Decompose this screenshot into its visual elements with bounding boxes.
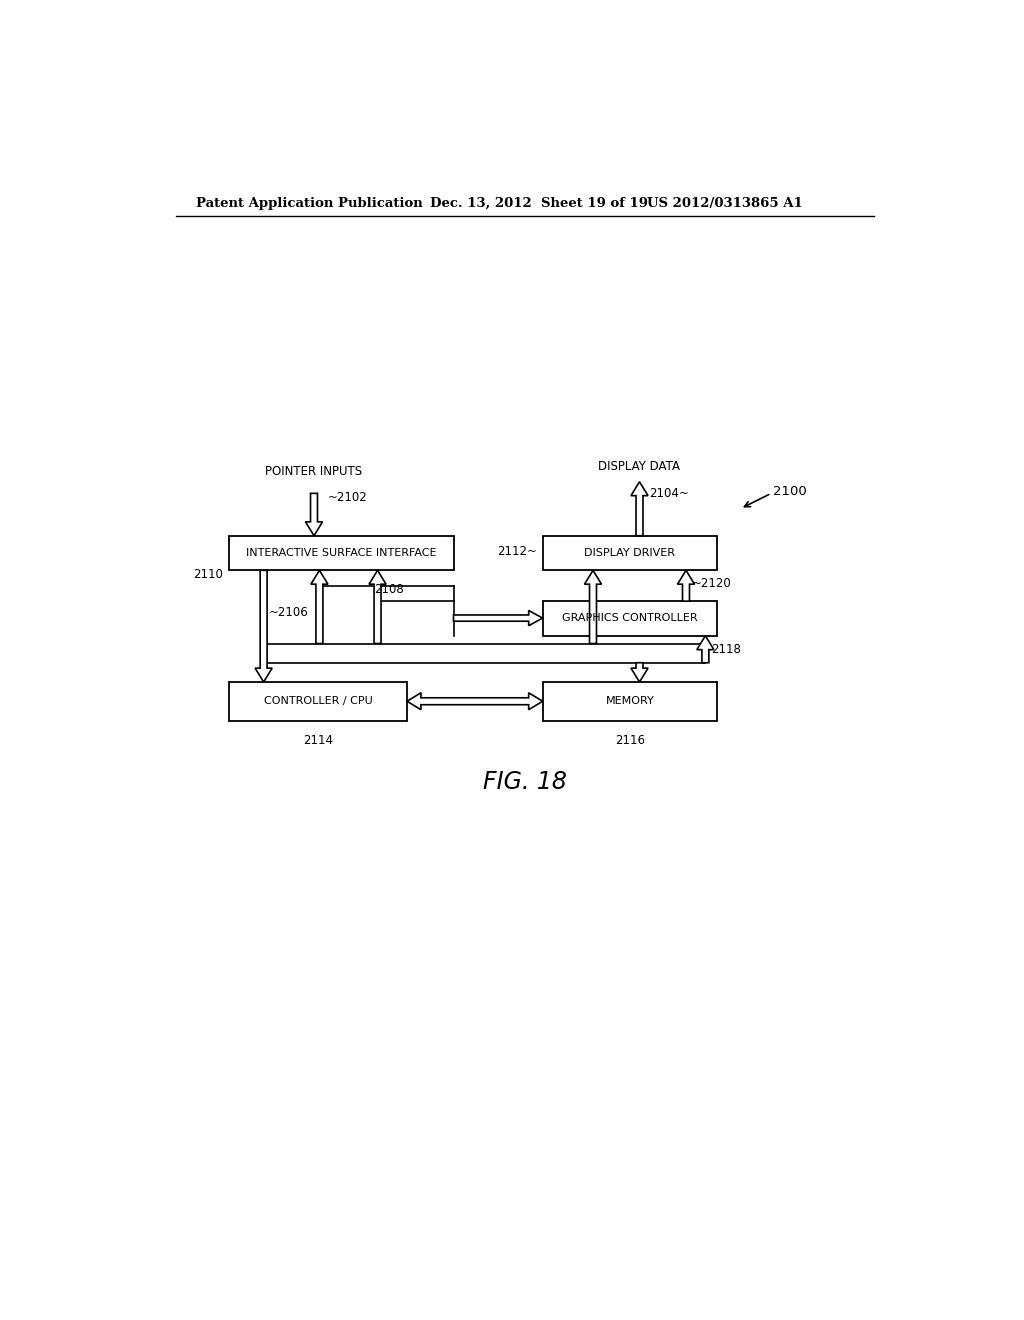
Polygon shape bbox=[311, 570, 328, 644]
Polygon shape bbox=[369, 570, 386, 644]
Polygon shape bbox=[407, 693, 543, 710]
Text: CONTROLLER / CPU: CONTROLLER / CPU bbox=[263, 696, 373, 706]
Text: INTERACTIVE SURFACE INTERFACE: INTERACTIVE SURFACE INTERFACE bbox=[246, 548, 436, 558]
Text: US 2012/0313865 A1: US 2012/0313865 A1 bbox=[647, 197, 803, 210]
Polygon shape bbox=[697, 636, 714, 663]
Text: ~2106: ~2106 bbox=[269, 606, 309, 619]
Text: 2118: 2118 bbox=[711, 643, 740, 656]
Text: DISPLAY DRIVER: DISPLAY DRIVER bbox=[585, 548, 675, 558]
Text: FIG. 18: FIG. 18 bbox=[483, 770, 566, 795]
Bar bbox=[228, 682, 407, 721]
Polygon shape bbox=[585, 570, 601, 644]
Bar bbox=[543, 536, 717, 570]
Text: 2114: 2114 bbox=[303, 734, 333, 747]
Polygon shape bbox=[305, 494, 323, 536]
Text: Dec. 13, 2012  Sheet 19 of 19: Dec. 13, 2012 Sheet 19 of 19 bbox=[430, 197, 648, 210]
Text: MEMORY: MEMORY bbox=[605, 696, 654, 706]
Text: POINTER INPUTS: POINTER INPUTS bbox=[265, 465, 362, 478]
Text: 2108: 2108 bbox=[375, 583, 404, 597]
Polygon shape bbox=[678, 570, 694, 601]
Polygon shape bbox=[454, 610, 543, 626]
Text: Patent Application Publication: Patent Application Publication bbox=[197, 197, 423, 210]
Text: 2112~: 2112~ bbox=[498, 545, 538, 557]
Polygon shape bbox=[255, 570, 272, 682]
Text: ~2102: ~2102 bbox=[328, 491, 368, 504]
Text: GRAPHICS CONTROLLER: GRAPHICS CONTROLLER bbox=[562, 614, 697, 623]
Text: 2100: 2100 bbox=[773, 484, 807, 498]
Text: 2110: 2110 bbox=[193, 568, 222, 581]
Text: 2104~: 2104~ bbox=[649, 487, 688, 500]
Bar bbox=[543, 682, 717, 721]
Polygon shape bbox=[631, 663, 648, 682]
Bar bbox=[543, 601, 717, 636]
Text: DISPLAY DATA: DISPLAY DATA bbox=[598, 459, 681, 473]
Polygon shape bbox=[631, 482, 648, 536]
Bar bbox=[228, 536, 454, 570]
Text: ~2120: ~2120 bbox=[692, 577, 732, 590]
Text: 2116: 2116 bbox=[614, 734, 645, 747]
